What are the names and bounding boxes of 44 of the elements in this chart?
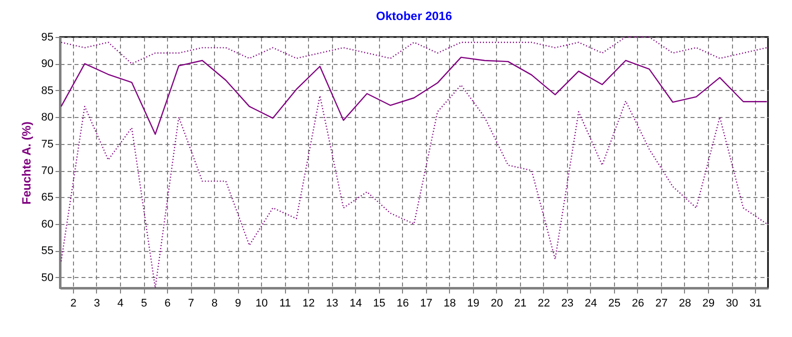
x-tick-label: 14	[350, 298, 362, 310]
x-tick-label: 26	[632, 298, 644, 310]
x-tick-label: 3	[94, 298, 100, 310]
x-tick-label: 7	[188, 298, 194, 310]
x-tick-label: 8	[212, 298, 218, 310]
y-tick-label: 70	[41, 165, 54, 178]
y-tick-label: 60	[41, 218, 54, 230]
x-tick-label: 31	[749, 298, 762, 310]
y-axis-title: Feuchte A. (%)	[19, 122, 34, 204]
y-tick-label: 90	[41, 58, 54, 70]
x-tick-label: 20	[490, 298, 503, 310]
y-tick-label: 75	[41, 138, 54, 150]
x-tick-label: 15	[373, 298, 386, 310]
y-tick-label: 95	[41, 32, 54, 44]
x-tick-label: 22	[538, 298, 550, 310]
x-tick-label: 23	[561, 298, 574, 310]
x-tick-label: 5	[140, 298, 148, 310]
line-series	[60, 56, 768, 135]
x-tick-label: 16	[396, 298, 409, 310]
x-tick-label: 27	[655, 298, 668, 310]
x-tick-label: 6	[164, 298, 171, 310]
x-tick-label: 2	[70, 298, 76, 310]
line-series	[60, 36, 768, 64]
x-tick-label: 9	[235, 298, 242, 310]
y-tick-label: 50	[41, 272, 54, 284]
y-tick-label: 65	[41, 192, 54, 204]
y-tick-label: 80	[41, 112, 54, 124]
x-tick-label: 10	[255, 298, 268, 310]
x-tick-label: 29	[702, 298, 715, 310]
x-tick-label: 30	[726, 298, 738, 310]
x-tick-label: 4	[117, 298, 124, 310]
y-tick-label: 55	[41, 245, 54, 258]
x-tick-label: 25	[608, 298, 621, 310]
x-tick-label: 21	[514, 298, 526, 310]
x-tick-label: 11	[279, 298, 291, 310]
x-tick-label: 18	[444, 298, 456, 310]
x-tick-label: 12	[302, 298, 315, 310]
x-tick-label: 17	[420, 298, 432, 310]
y-tick-label: 85	[41, 84, 54, 97]
x-tick-label: 24	[584, 298, 598, 310]
x-tick-label: 28	[678, 298, 692, 310]
chart-title: Oktober 2016	[376, 9, 452, 23]
x-tick-label: 13	[326, 298, 338, 310]
x-tick-label: 19	[467, 298, 480, 310]
